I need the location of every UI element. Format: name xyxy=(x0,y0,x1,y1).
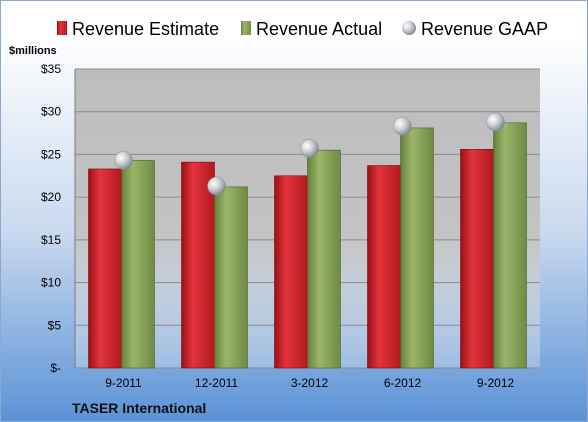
legend-label-actual: Revenue Actual xyxy=(256,19,382,39)
estimate-bar xyxy=(274,175,308,369)
gaap-marker xyxy=(207,176,226,196)
legend-swatch-estimate xyxy=(57,21,67,35)
x-tick-label: 9-2012 xyxy=(477,376,515,390)
y-tick-label: $10 xyxy=(41,276,61,290)
estimate-bar xyxy=(460,149,494,369)
actual-bar xyxy=(214,186,248,369)
legend-swatch-actual xyxy=(241,21,251,35)
estimate-bar xyxy=(88,168,122,369)
actual-bar xyxy=(400,127,434,369)
gaap-marker xyxy=(486,112,505,132)
x-tick-label: 9-2011 xyxy=(105,376,142,390)
company-label: TASER International xyxy=(72,400,206,416)
y-tick-label: $35 xyxy=(41,62,61,76)
actual-bar xyxy=(493,122,527,369)
actual-bar xyxy=(121,160,155,369)
y-tick-label: $- xyxy=(50,361,61,375)
actual-bar xyxy=(307,149,341,369)
x-tick-label: 12-2011 xyxy=(195,376,238,390)
y-tick-label: $20 xyxy=(41,190,61,204)
y-tick-label: $15 xyxy=(41,233,61,247)
y-axis-ticks: $- $5 $10 $15 $20 $25 $30 $35 xyxy=(41,62,61,375)
gaap-markers xyxy=(114,112,505,196)
gaap-marker xyxy=(300,139,319,158)
bars xyxy=(88,122,527,369)
x-tick-label: 6-2012 xyxy=(384,376,422,390)
y-tick-label: $30 xyxy=(41,105,61,119)
legend-label-estimate: Revenue Estimate xyxy=(72,19,219,39)
x-axis-ticks: 9-2011 12-2011 3-2012 6-2012 9-2012 xyxy=(105,376,514,390)
estimate-bar xyxy=(367,165,401,369)
legend-label-gaap: Revenue GAAP xyxy=(421,19,548,39)
x-tick-label: 3-2012 xyxy=(291,376,329,390)
legend: Revenue Estimate Revenue Actual Revenue … xyxy=(57,19,548,39)
y-axis-unit-label: $millions xyxy=(9,45,57,57)
y-tick-label: $25 xyxy=(41,147,61,161)
y-tick-label: $5 xyxy=(48,318,62,332)
legend-swatch-gaap xyxy=(402,21,416,35)
gaap-marker xyxy=(393,116,412,136)
estimate-bar xyxy=(181,161,215,369)
gaap-marker xyxy=(114,151,133,170)
